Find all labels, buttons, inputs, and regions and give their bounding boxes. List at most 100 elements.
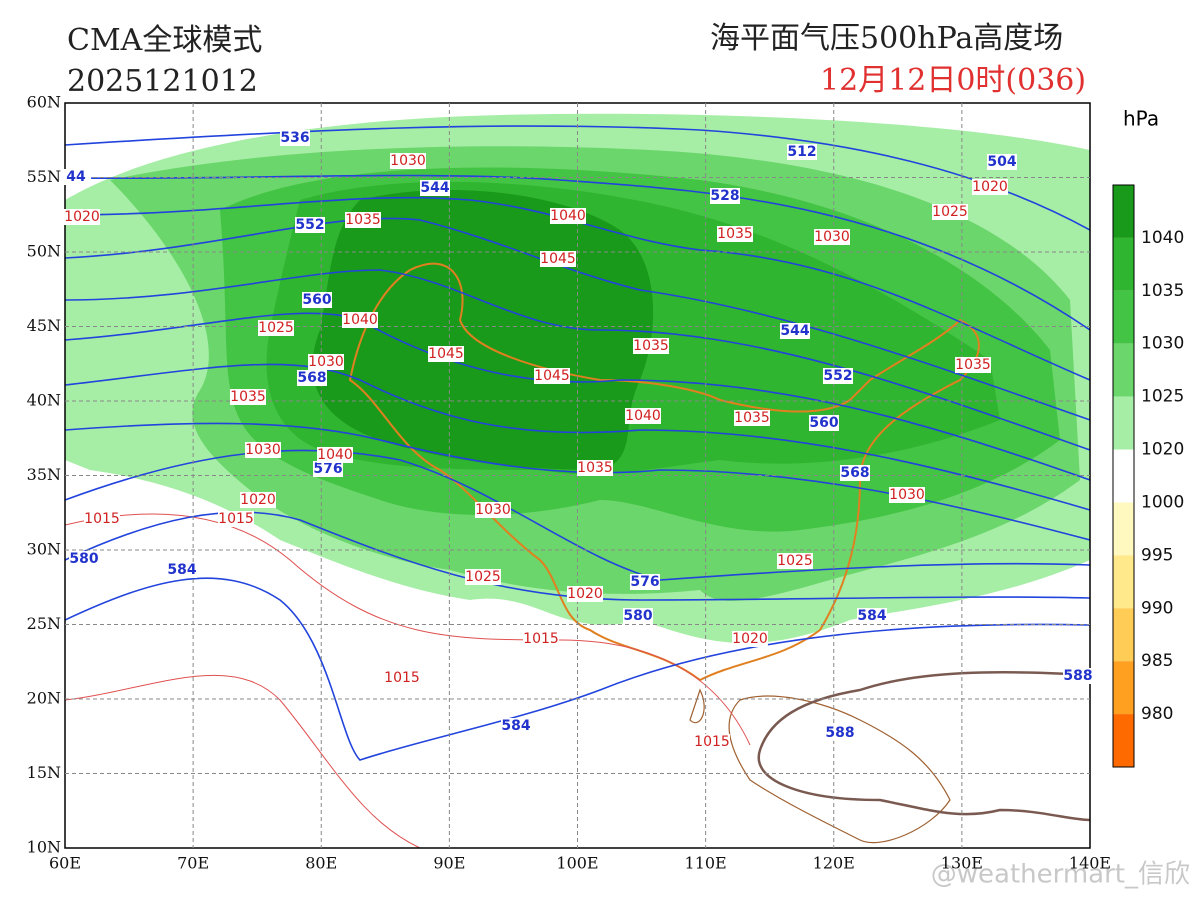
pressure-label-bg xyxy=(523,631,559,647)
height-label: 568 xyxy=(297,370,326,386)
pressure-label: 1040 xyxy=(342,312,378,328)
pressure-label: 1030 xyxy=(814,229,850,245)
colorbar-label: 990 xyxy=(1141,598,1173,618)
height-label: 588 xyxy=(825,725,854,741)
colorbar-label: 995 xyxy=(1141,545,1173,565)
pressure-label: 1015 xyxy=(84,511,120,527)
height-label: 44 xyxy=(66,169,86,185)
pressure-label-bg xyxy=(889,487,925,503)
colorbar-label: 1000 xyxy=(1141,492,1184,512)
pressure-label-bg xyxy=(245,442,281,458)
colorbar-box xyxy=(1113,396,1134,450)
height-label: 552 xyxy=(823,368,852,384)
pressure-label-bg xyxy=(550,208,586,224)
pressure-label-bg xyxy=(732,631,768,647)
pressure-label: 1020 xyxy=(732,631,768,647)
pressure-label: 1025 xyxy=(258,320,294,336)
height-label-bg xyxy=(987,154,1017,170)
pressure-label-bg xyxy=(342,312,378,328)
height-label-bg xyxy=(69,551,99,567)
colorbar-box xyxy=(1113,185,1134,238)
colorbar-label: 1035 xyxy=(1141,281,1184,301)
height-label-bg xyxy=(297,370,327,386)
pressure-label: 1035 xyxy=(955,357,991,373)
height-label: 588 xyxy=(1063,668,1092,684)
pressure-label-bg xyxy=(428,346,464,362)
height-label: 560 xyxy=(809,415,838,431)
lat-label: 60N xyxy=(27,93,61,112)
lon-label: 120E xyxy=(813,854,855,873)
pressure-label: 1035 xyxy=(734,410,770,426)
model-name: CMA全球模式 xyxy=(67,23,262,58)
pressure-label: 1035 xyxy=(230,389,266,405)
pressure-label: 1020 xyxy=(64,209,100,225)
lon-label: 100E xyxy=(556,854,598,873)
pressure-label-bg xyxy=(717,226,753,242)
pressure-label-bg xyxy=(465,569,501,585)
height-label: 528 xyxy=(710,188,739,204)
pressure-label-bg xyxy=(814,229,850,245)
valid-time: 12月12日0时(036) xyxy=(820,63,1086,98)
pressure-label: 1045 xyxy=(540,251,576,267)
colorbar-box xyxy=(1113,343,1134,397)
height-label-bg xyxy=(420,180,450,196)
height-label-bg xyxy=(787,144,817,160)
lat-label: 25N xyxy=(27,614,61,633)
height-label: 584 xyxy=(167,562,196,578)
pressure-label-bg xyxy=(955,357,991,373)
pressure-label: 1020 xyxy=(240,492,276,508)
pressure-label-bg xyxy=(64,209,100,225)
pressure-label-bg xyxy=(218,511,254,527)
pressure-label: 1025 xyxy=(932,204,968,220)
colorbar-label: 1025 xyxy=(1141,387,1184,407)
lat-label: 55N xyxy=(27,167,61,186)
lat-label: 35N xyxy=(27,465,61,484)
pressure-label-bg xyxy=(972,179,1008,195)
lon-label: 110E xyxy=(685,854,727,873)
pressure-label: 1035 xyxy=(717,226,753,242)
lat-label: 20N xyxy=(27,689,61,708)
height-label-bg xyxy=(313,461,343,477)
pressure-label-bg xyxy=(390,153,426,169)
lon-label: 70E xyxy=(177,854,209,873)
pressure-label-bg xyxy=(475,502,511,518)
height-label-bg xyxy=(501,718,531,734)
lon-label: 130E xyxy=(941,854,983,873)
height-label-bg xyxy=(780,323,810,339)
pressure-label-bg xyxy=(384,670,420,686)
height-label-bg xyxy=(61,169,91,185)
pressure-label-bg xyxy=(932,204,968,220)
height-label-bg xyxy=(825,725,855,741)
pressure-label-bg xyxy=(540,251,576,267)
lat-label: 45N xyxy=(27,316,61,335)
height-label-bg xyxy=(630,574,660,590)
colorbar-box xyxy=(1113,714,1134,767)
lon-label: 140E xyxy=(1069,854,1111,873)
product-title: 海平面气压500hPa高度场 xyxy=(710,21,1063,56)
pressure-label: 1030 xyxy=(475,502,511,518)
pressure-label-bg xyxy=(577,460,613,476)
lat-label: 50N xyxy=(27,242,61,261)
pressure-label: 1045 xyxy=(428,346,464,362)
pressure-label-bg xyxy=(694,734,730,750)
pressure-label-bg xyxy=(345,212,381,228)
watermark: @weathermart_信欣 xyxy=(931,860,1190,890)
colorbar-box xyxy=(1113,237,1134,291)
lat-label: 40N xyxy=(27,391,61,410)
lon-label: 80E xyxy=(305,854,337,873)
height-label: 580 xyxy=(69,551,98,567)
height-label-bg xyxy=(840,465,870,481)
colorbar-label: 985 xyxy=(1141,651,1173,671)
run-time: 2025121012 xyxy=(67,64,258,99)
height-label: 584 xyxy=(501,718,530,734)
pressure-label-bg xyxy=(308,354,344,370)
pressure-label-bg xyxy=(777,553,813,569)
colorbar-box xyxy=(1113,661,1134,715)
pressure-label-bg xyxy=(230,389,266,405)
height-label-bg xyxy=(623,608,653,624)
pressure-label-bg xyxy=(84,511,120,527)
pressure-label: 1020 xyxy=(972,179,1008,195)
height-label-bg xyxy=(1063,668,1093,684)
height-label: 584 xyxy=(857,608,886,624)
